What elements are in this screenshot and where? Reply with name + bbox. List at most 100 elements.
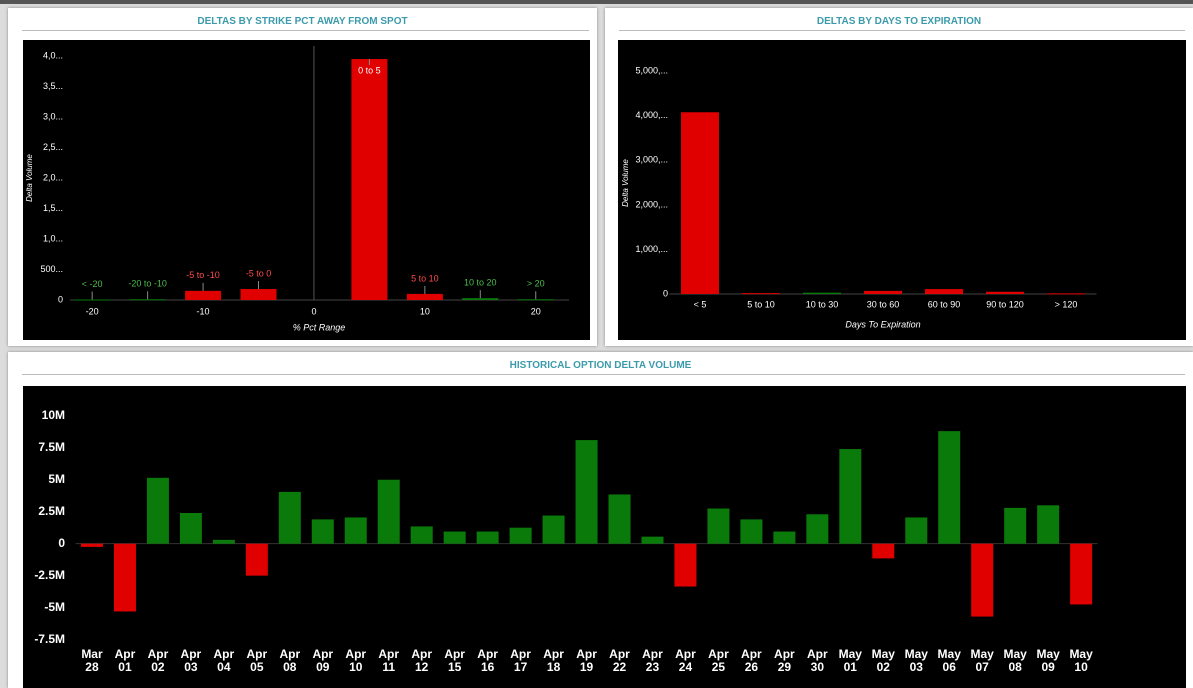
bar: [129, 299, 166, 301]
x-tick-label: Apr 17: [510, 647, 531, 674]
bar-label: 5 to 10: [411, 273, 439, 283]
x-tick-label: Apr 09: [312, 647, 334, 674]
bar: [839, 449, 862, 544]
bar-label: -5 to -10: [186, 270, 220, 280]
bar: [245, 543, 268, 576]
x-tick-label: Apr 23: [642, 647, 663, 674]
bar: [443, 531, 466, 544]
y-tick-label: 2,5...: [43, 142, 63, 152]
x-tick-label: 90 to 120: [986, 299, 1024, 309]
panel-title: DELTAS BY DAYS TO EXPIRATION: [816, 16, 982, 27]
title-rule: [22, 30, 589, 31]
x-tick-label: Apr 04: [213, 647, 235, 674]
bar: [1070, 543, 1093, 605]
bar: [311, 519, 334, 544]
bar: [80, 543, 103, 547]
y-tick-label: 0: [58, 294, 63, 304]
y-tick-label: 4,0...: [43, 50, 63, 60]
bar: [938, 431, 961, 544]
bar: [185, 290, 222, 300]
y-tick-label: 0: [663, 288, 668, 298]
title-rule: [619, 30, 1185, 31]
x-tick-label: Apr 30: [807, 647, 828, 674]
x-tick-label: May 02: [871, 647, 895, 674]
y-tick-label: 3,5...: [43, 81, 63, 91]
x-tick-label: May 08: [1003, 647, 1027, 674]
y-tick-label: 7.5M: [38, 440, 65, 454]
bar: [1047, 293, 1085, 295]
bar: [462, 298, 499, 300]
x-tick-label: Apr 01: [114, 647, 136, 674]
y-tick-label: 2,0...: [43, 172, 63, 182]
y-tick-label: 0: [58, 536, 65, 550]
x-tick-label: Apr 05: [246, 647, 268, 674]
y-tick-label: 3,000,...: [635, 155, 668, 165]
y-tick-label: 1,5...: [43, 203, 63, 213]
y-tick-label: 5,000,...: [635, 66, 668, 76]
x-axis-title: Days To Expiration: [845, 319, 920, 329]
x-tick-label: > 120: [1055, 299, 1078, 309]
bar: [740, 519, 763, 544]
bar: [377, 479, 400, 544]
y-tick-label: 4,000,...: [635, 110, 668, 120]
x-tick-label: Apr 18: [543, 647, 564, 674]
x-tick-label: May 07: [970, 647, 994, 674]
bar: [674, 543, 697, 587]
x-tick-label: 10 to 30: [806, 299, 839, 309]
x-tick-label: Apr 11: [378, 647, 400, 674]
bar: [986, 291, 1024, 294]
x-tick-label: May 10: [1069, 647, 1093, 674]
bar: [864, 290, 902, 294]
bar: [575, 440, 598, 544]
y-tick-label: 2,000,...: [635, 199, 668, 209]
y-tick-label: 3,0...: [43, 111, 63, 121]
bar: [240, 289, 277, 300]
bar: [872, 543, 895, 559]
bar: [1037, 505, 1060, 544]
chart: -7.5M -5M -2.5M 0 2.5M 5M 7.5M 10M: [34, 408, 1098, 646]
y-axis-title: Delta Volume: [25, 154, 34, 202]
x-tick-label: Apr 19: [576, 647, 597, 674]
y-tick-label: 2.5M: [38, 504, 65, 518]
bar: [707, 508, 730, 544]
x-tick-label: 30 to 60: [867, 299, 900, 309]
x-tick-label: 60 to 90: [928, 299, 961, 309]
x-tick-label: Apr 15: [444, 647, 465, 674]
bar-label: 0 to 5: [358, 65, 381, 75]
bar: [278, 491, 301, 544]
y-tick-label: 1,000,...: [635, 244, 668, 254]
top-border: [0, 0, 1193, 4]
y-axis-title: Delta Volume: [621, 159, 630, 207]
bar: [905, 517, 928, 544]
x-tick-label: -20: [86, 306, 99, 316]
bar: [476, 531, 499, 544]
chart: 0 500... 1,0... 1,5... 2,0... 2,5... 3,0... 3,5…: [25, 46, 569, 332]
x-tick-label: Apr 02: [147, 647, 169, 674]
x-tick-label: May 01: [838, 647, 862, 674]
bar: [351, 59, 388, 300]
bar-label: 10 to 20: [464, 278, 497, 288]
x-tick-label: Apr 08: [279, 647, 301, 674]
x-tick-label: Apr 03: [180, 647, 202, 674]
x-tick-label: 10: [420, 306, 430, 316]
panel-title: DELTAS BY STRIKE PCT AWAY FROM SPOT: [197, 16, 408, 27]
x-tick-label: Apr 25: [708, 647, 729, 674]
y-tick-label: -7.5M: [34, 632, 65, 646]
chart-area: 0 1,000,... 2,000,... 3,000,... 4,000,... 5,0…: [618, 40, 1186, 340]
bar: [681, 112, 719, 294]
x-tick-label: Apr 24: [675, 647, 696, 674]
x-tick-label: < 5: [694, 299, 707, 309]
bar: [1004, 507, 1027, 544]
panel-title: HISTORICAL OPTION DELTA VOLUME: [509, 360, 692, 371]
bar: [517, 299, 554, 301]
bar: [410, 526, 433, 544]
bar: [925, 289, 963, 294]
x-tick-label: 0: [311, 306, 316, 316]
y-tick-label: 1,0...: [43, 233, 63, 243]
chart-area: -7.5M -5M -2.5M 0 2.5M 5M 7.5M 10M Mar 28 Apr 01 A…: [23, 386, 1186, 688]
bar-label: > 20: [527, 279, 545, 289]
x-tick-label: Apr 16: [477, 647, 498, 674]
y-tick-label: -2.5M: [34, 568, 65, 582]
bar-label: < -20: [82, 279, 103, 289]
